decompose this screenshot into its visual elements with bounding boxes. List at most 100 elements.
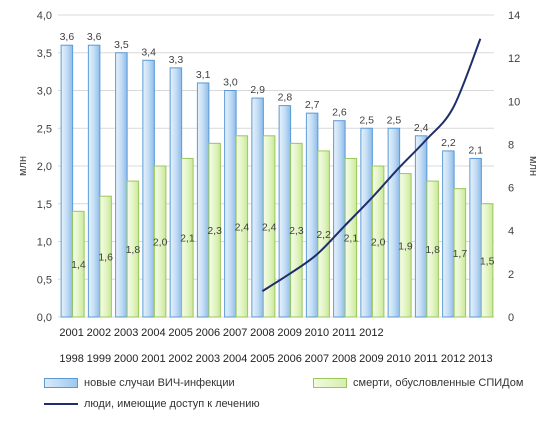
x-axis-tick-label-row2: 2007 [305,353,329,365]
legend-swatch-treatment-access [44,403,78,405]
data-label-aids-deaths: 1,4 [71,259,86,271]
y2-axis-tick-label: 10 [508,96,520,108]
x-axis-tick-label-row2: 2002 [168,353,192,365]
bar-new-hiv [360,127,373,318]
legend-swatch-new-hiv [44,378,78,388]
bar-aids-deaths [480,203,494,318]
y2-axis-title: млн [527,156,539,176]
data-label-new-hiv: 2,2 [441,137,456,149]
y-axis-tick-label: 0,5 [37,274,52,286]
bar-new-hiv [142,59,155,318]
y2-axis-tick-label: 6 [508,183,514,195]
x-axis-tick-label-row2: 2005 [250,353,274,365]
bar-new-hiv [469,157,482,318]
y-axis-tick-label: 1,0 [37,237,52,249]
line-treatment-access [261,38,482,292]
bar-aids-deaths [399,173,412,318]
bar-new-hiv [333,120,346,318]
bar-aids-deaths [208,142,221,318]
x-axis-tick-label-row2: 2004 [223,353,247,365]
data-label-aids-deaths: 2,3 [207,225,222,237]
legend-label-treatment-access: люди, имеющие доступ к лечению [84,398,260,410]
data-label-aids-deaths: 1,6 [98,252,113,264]
data-label-new-hiv: 3,4 [141,46,156,58]
data-label-new-hiv: 3,0 [223,77,238,89]
legend-item-treatment-access: люди, имеющие доступ к лечению [44,398,260,410]
y-axis-tick-label: 3,5 [37,48,52,60]
data-label-new-hiv: 3,6 [60,31,75,43]
data-label-new-hiv: 3,3 [169,54,184,66]
data-label-aids-deaths: 2,1 [180,233,195,245]
bar-new-hiv [115,52,128,318]
y-axis-tick-label: 3,0 [37,86,52,98]
data-label-new-hiv: 2,1 [468,144,483,156]
bar-aids-deaths [317,150,330,318]
bar-new-hiv [169,67,183,318]
x-axis-tick-label-row2: 2006 [277,353,301,365]
bar-aids-deaths [153,165,167,318]
bar-new-hiv [387,127,401,318]
data-label-aids-deaths: 1,8 [126,244,141,256]
bar-new-hiv [60,44,74,318]
y2-axis-tick-label: 4 [508,226,514,238]
bar-aids-deaths [426,180,439,318]
bar-new-hiv [87,44,101,318]
bar-aids-deaths [181,157,194,318]
data-label-aids-deaths: 1,8 [425,244,440,256]
bar-new-hiv [442,150,455,318]
bar-aids-deaths [126,180,140,318]
legend-item-aids-deaths: смерти, обусловленные СПИДом [313,377,523,389]
legend-item-new-hiv: новые случаи ВИЧ-инфекции [44,377,235,389]
y2-axis-tick-label: 8 [508,139,514,151]
x-axis-tick-label-row2: 2001 [141,353,165,365]
x-axis-tick-label-row2: 2011 [414,353,438,365]
bar-new-hiv [251,97,264,318]
y2-axis-tick-label: 2 [508,269,514,281]
data-label-aids-deaths: 2,2 [316,229,331,241]
data-label-aids-deaths: 2,4 [262,221,277,233]
x-axis-tick-label-row2: 2003 [196,353,220,365]
y-axis-title: млн [17,156,29,176]
y-axis-tick-label: 0,0 [37,312,52,324]
y-axis-tick-label: 1,5 [37,199,52,211]
data-label-new-hiv: 2,8 [278,92,293,104]
data-label-new-hiv: 3,6 [87,31,102,43]
x-axis-tick-label-row1: 2012 [359,327,383,339]
x-axis-tick-label-row2: 2010 [386,353,410,365]
bar-new-hiv [305,112,319,318]
bar-aids-deaths [72,210,85,318]
x-axis-tick-label-row1: 2003 [114,327,138,339]
x-axis-tick-label-row2: 1998 [59,353,83,365]
data-label-new-hiv: 2,5 [359,114,374,126]
legend-label-aids-deaths: смерти, обусловленные СПИДом [353,377,524,389]
x-axis-tick-label-row2: 2009 [359,353,383,365]
data-label-new-hiv: 3,5 [114,39,129,51]
bar-new-hiv [196,82,210,318]
x-axis-tick-label-row1: 2010 [305,327,329,339]
x-axis-tick-label-row1: 2006 [196,327,220,339]
data-label-new-hiv: 2,7 [305,99,320,111]
y2-axis-tick-label: 12 [508,53,520,65]
bar-aids-deaths [453,188,467,318]
x-axis-tick-label-row1: 2007 [223,327,247,339]
y2-axis-tick-label: 14 [508,10,520,22]
bar-new-hiv [224,90,237,318]
data-label-aids-deaths: 2,4 [235,221,250,233]
x-axis-tick-label-row1: 2011 [332,327,356,339]
legend-label-new-hiv: новые случаи ВИЧ-инфекции [84,377,235,389]
x-axis-tick-label-row2: 2013 [468,353,492,365]
data-label-aids-deaths: 1,7 [453,248,468,260]
x-axis-tick-label-row2: 2008 [332,353,356,365]
x-axis-tick-label-row2: 2012 [441,353,465,365]
x-axis-tick-label-row1: 2004 [141,327,165,339]
bar-aids-deaths [99,195,112,318]
bar-new-hiv [278,105,292,318]
x-axis-tick-label-row1: 2001 [59,327,83,339]
data-label-aids-deaths: 1,5 [480,255,495,267]
x-axis-tick-label-row2: 1999 [87,353,111,365]
x-axis-tick-label-row2: 2000 [114,353,138,365]
data-label-aids-deaths: 2,1 [344,233,359,245]
bar-aids-deaths [235,135,249,318]
data-label-new-hiv: 2,5 [387,114,402,126]
